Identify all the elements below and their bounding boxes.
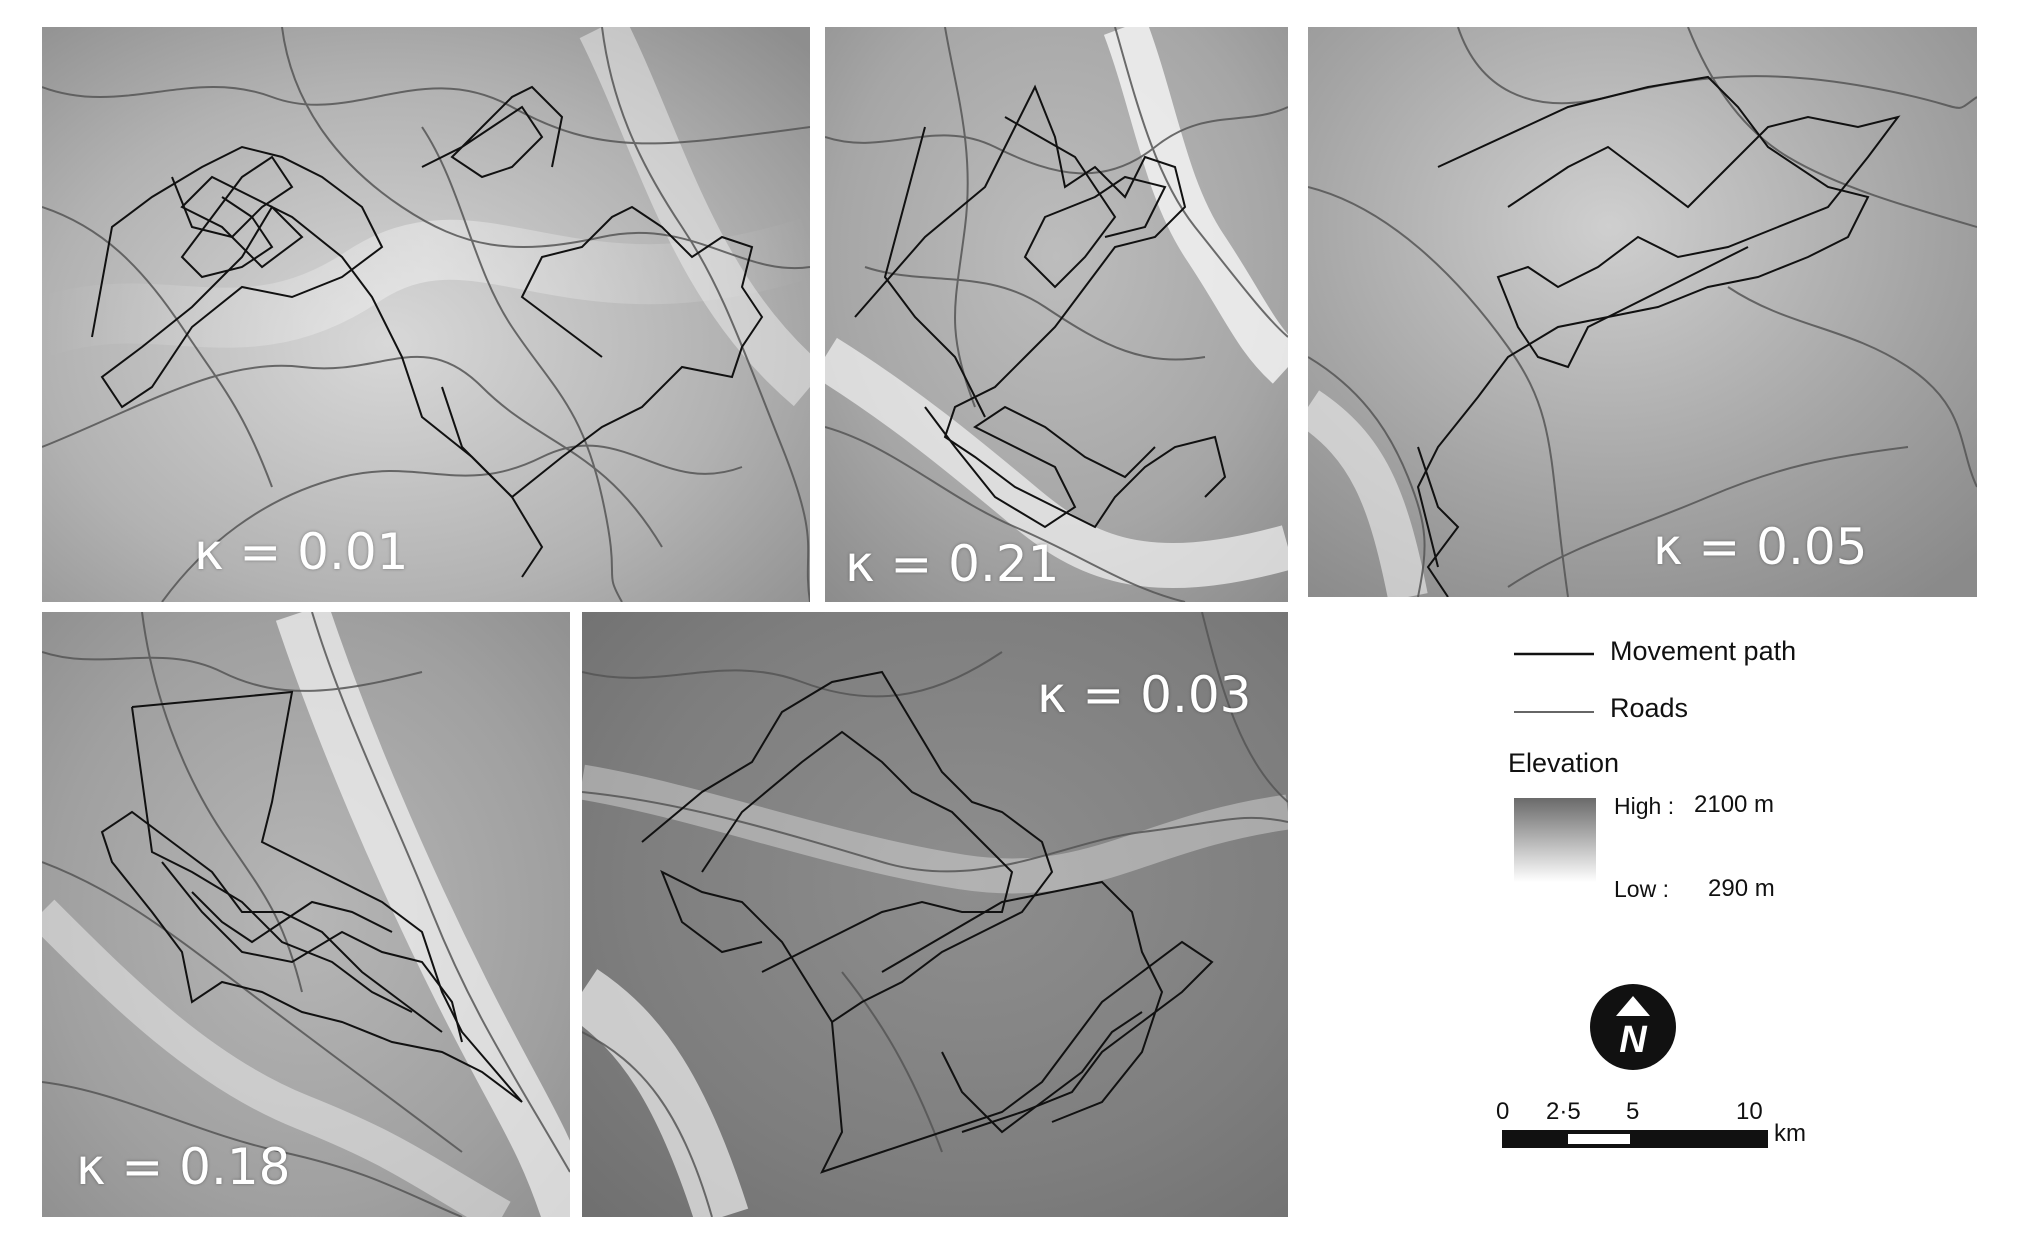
north-arrow-icon: N	[1588, 982, 1678, 1072]
legend-movement-path-label: Movement path	[1610, 636, 1796, 667]
panel-2-kappa-label: κ = 0.21	[845, 539, 1059, 589]
elevation-low-value: 290 m	[1708, 875, 1775, 903]
roads-swatch	[1514, 708, 1594, 716]
map-panel-3: κ = 0.05	[1308, 27, 1977, 597]
map-panel-5: κ = 0.03	[582, 612, 1288, 1217]
legend-roads-label: Roads	[1610, 693, 1688, 724]
panel-4-kappa-label: κ = 0.18	[76, 1142, 290, 1192]
elevation-high-label: High :	[1614, 793, 1674, 820]
panel-1-kappa-label: κ = 0.01	[194, 527, 408, 577]
scale-bar-white-segment	[1568, 1134, 1630, 1144]
map-panel-1: κ = 0.01	[42, 27, 810, 602]
scale-tick-10: 10	[1736, 1098, 1763, 1126]
north-letter: N	[1619, 1019, 1648, 1061]
scale-unit: km	[1774, 1120, 1806, 1148]
elevation-high-value: 2100 m	[1694, 791, 1774, 819]
map-panel-2-graphic	[825, 27, 1288, 602]
map-panel-2: κ = 0.21	[825, 27, 1288, 602]
panel-5-kappa-label: κ = 0.03	[1037, 670, 1251, 720]
map-legend: Movement path Roads Elevation High : 210…	[1490, 620, 1910, 1180]
map-panel-3-graphic	[1308, 27, 1977, 597]
scale-tick-2-5: 2·5	[1546, 1098, 1581, 1126]
map-panel-1-graphic	[42, 27, 810, 602]
elevation-low-label: Low :	[1614, 876, 1669, 903]
map-panel-4-graphic	[42, 612, 570, 1217]
map-panel-4: κ = 0.18	[42, 612, 570, 1217]
legend-elevation-title: Elevation	[1508, 748, 1619, 779]
scale-bar	[1502, 1130, 1768, 1148]
scale-tick-5: 5	[1626, 1098, 1639, 1126]
elevation-ramp	[1514, 798, 1596, 882]
movement-path-swatch	[1514, 650, 1594, 658]
panel-3-kappa-label: κ = 0.05	[1653, 522, 1867, 572]
scale-tick-0: 0	[1496, 1098, 1509, 1126]
